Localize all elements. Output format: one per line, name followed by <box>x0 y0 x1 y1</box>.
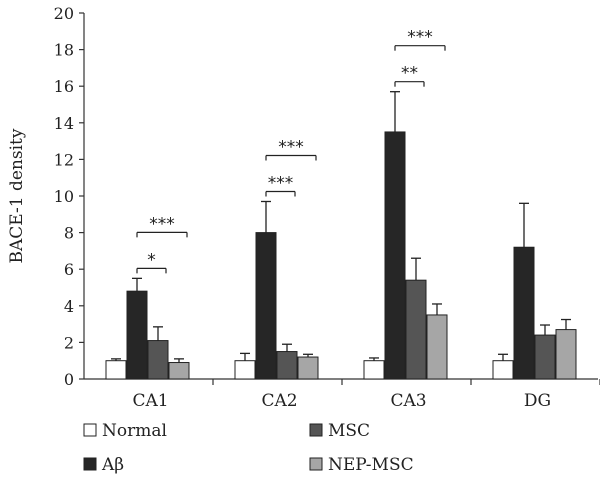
significance-label: *** <box>407 28 433 48</box>
bar <box>384 131 406 380</box>
legend-label: MSC <box>328 421 370 441</box>
y-axis-title: BACE-1 density <box>7 128 27 263</box>
bar <box>513 246 535 380</box>
y-tick-label: 12 <box>54 150 74 169</box>
significance-label: ** <box>401 64 418 84</box>
y-tick-label: 6 <box>64 260 74 279</box>
bar <box>276 351 298 380</box>
bar <box>147 340 169 380</box>
significance-label: *** <box>149 214 175 234</box>
x-category-label: DG <box>524 391 551 411</box>
bar <box>297 356 319 380</box>
legend-label: NEP-MSC <box>328 455 414 475</box>
y-tick-label: 4 <box>64 297 74 316</box>
x-category-label: CA2 <box>261 391 297 411</box>
bar <box>426 314 448 380</box>
legend: Normal MSC Aβ NEP-MSC <box>83 421 414 475</box>
x-category-label: CA1 <box>132 391 168 411</box>
bar <box>168 362 190 380</box>
y-tick-label: 8 <box>64 224 74 243</box>
legend-swatch <box>309 457 323 471</box>
significance-markers: *************** <box>136 28 446 274</box>
axes: 0 2 4 6 8 10 12 14 16 18 20 CA1 CA2 CA3 DG <box>54 4 600 411</box>
legend-swatch <box>309 423 323 437</box>
y-tick-label: 16 <box>54 77 74 96</box>
bar <box>363 360 385 380</box>
legend-label: Normal <box>102 421 167 441</box>
y-tick-label: 0 <box>64 370 74 389</box>
significance-label: *** <box>278 137 304 157</box>
y-tick-label: 2 <box>64 333 74 352</box>
y-tick-label: 20 <box>54 4 74 23</box>
bar <box>555 329 577 380</box>
y-tick-label: 10 <box>54 187 74 206</box>
bar <box>105 360 127 380</box>
x-category-label: CA3 <box>390 391 426 411</box>
bar <box>126 290 148 380</box>
y-tick-label: 14 <box>54 114 74 133</box>
significance-label: * <box>147 250 156 270</box>
bar <box>255 232 277 380</box>
y-tick-label: 18 <box>54 41 74 60</box>
bar <box>234 360 256 380</box>
bar <box>405 279 427 380</box>
bar <box>534 334 556 380</box>
legend-label: Aβ <box>101 455 124 475</box>
legend-swatch <box>83 457 97 471</box>
bar <box>492 360 514 380</box>
bars <box>105 91 577 380</box>
legend-swatch <box>83 423 97 437</box>
significance-label: *** <box>268 173 294 193</box>
